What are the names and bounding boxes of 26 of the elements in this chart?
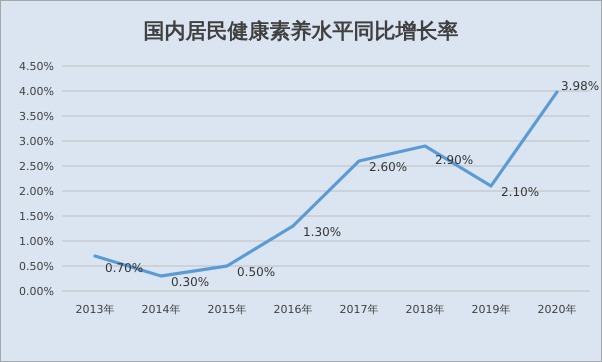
y-tick-label: 3.50%: [19, 110, 54, 123]
x-tick-label: 2014年: [142, 303, 180, 316]
x-tick-label: 2018年: [406, 303, 444, 316]
chart-title: 国内居民健康素养水平同比增长率: [144, 18, 458, 43]
x-tick-label: 2016年: [274, 303, 312, 316]
y-tick-label: 0.50%: [19, 260, 54, 273]
y-tick-label: 1.50%: [19, 210, 54, 223]
x-tick-label: 2019年: [472, 303, 510, 316]
y-tick-label: 4.00%: [19, 85, 54, 98]
y-tick-label: 2.50%: [19, 160, 54, 173]
data-label: 3.98%: [561, 79, 600, 93]
y-tick-label: 2.00%: [19, 185, 54, 198]
y-tick-label: 1.00%: [19, 235, 54, 248]
x-tick-label: 2020年: [538, 303, 576, 316]
data-label: 0.50%: [237, 265, 276, 279]
data-label: 0.30%: [171, 275, 210, 289]
y-tick-label: 0.00%: [19, 285, 54, 298]
x-tick-label: 2013年: [76, 303, 114, 316]
x-tick-label: 2017年: [340, 303, 378, 316]
data-label: 2.60%: [369, 160, 408, 174]
data-label: 2.10%: [501, 185, 540, 199]
y-tick-label: 3.00%: [19, 135, 54, 148]
y-tick-label: 4.50%: [19, 60, 54, 73]
x-tick-label: 2015年: [208, 303, 246, 316]
line-series: [93, 90, 559, 278]
data-label: 1.30%: [303, 225, 342, 239]
